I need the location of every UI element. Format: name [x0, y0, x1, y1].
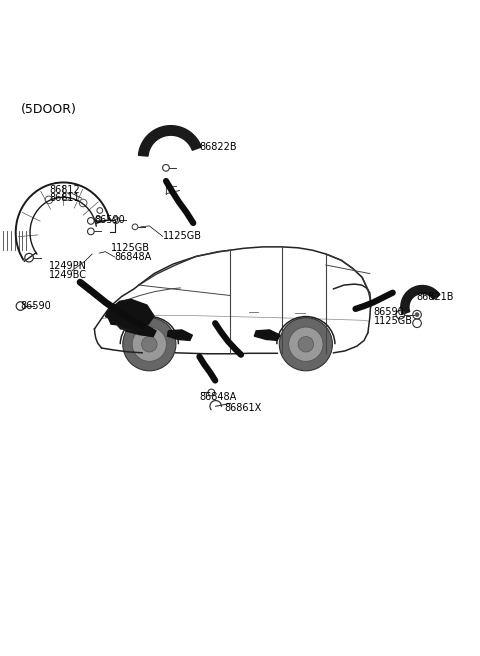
Polygon shape — [138, 126, 201, 156]
Text: 86590: 86590 — [95, 215, 125, 225]
Text: 86861X: 86861X — [225, 403, 262, 413]
Text: 1125GB: 1125GB — [111, 243, 150, 253]
Polygon shape — [112, 312, 138, 330]
Polygon shape — [107, 305, 131, 325]
Circle shape — [415, 313, 419, 317]
Polygon shape — [125, 324, 156, 337]
Text: 86848A: 86848A — [115, 252, 152, 262]
Circle shape — [288, 327, 323, 361]
Text: 86821B: 86821B — [417, 292, 454, 302]
Text: 1125GB: 1125GB — [373, 316, 413, 326]
Circle shape — [132, 327, 167, 361]
Text: 1125GB: 1125GB — [163, 232, 202, 241]
Text: 86848A: 86848A — [199, 392, 237, 401]
Text: 86822B: 86822B — [199, 142, 237, 152]
Text: 86590: 86590 — [21, 301, 51, 311]
Text: 86590: 86590 — [373, 307, 404, 317]
Text: 86812: 86812 — [49, 184, 80, 195]
Polygon shape — [401, 285, 440, 314]
Circle shape — [279, 318, 333, 371]
Circle shape — [123, 318, 176, 371]
Text: 86811: 86811 — [49, 194, 80, 203]
Polygon shape — [168, 330, 192, 340]
Text: 1249PN: 1249PN — [49, 261, 87, 271]
Polygon shape — [106, 299, 154, 329]
Text: (5DOOR): (5DOOR) — [21, 103, 76, 115]
Text: 1249BC: 1249BC — [49, 270, 87, 280]
Circle shape — [142, 337, 157, 352]
Polygon shape — [254, 330, 280, 340]
Circle shape — [298, 337, 313, 352]
